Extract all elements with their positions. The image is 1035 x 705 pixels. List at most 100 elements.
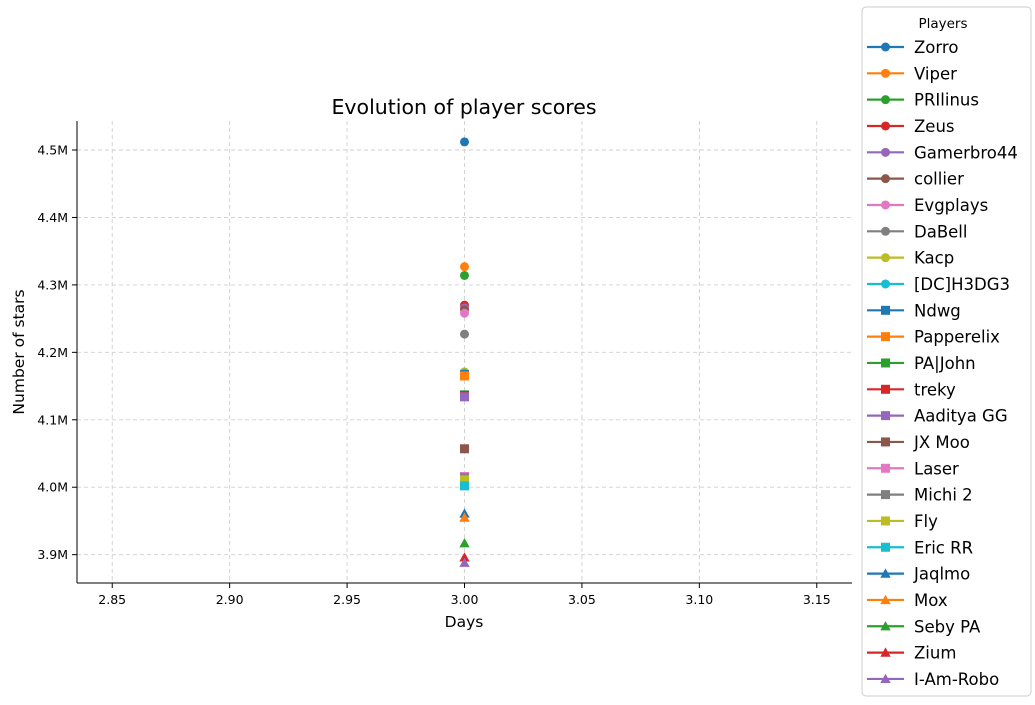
data-point xyxy=(459,538,470,548)
x-tick-label: 2.90 xyxy=(216,592,244,607)
legend-label: DaBell xyxy=(914,222,967,241)
legend-label: Zorro xyxy=(914,38,958,57)
legend-marker xyxy=(881,332,890,342)
legend-label: Laser xyxy=(914,459,959,478)
legend-item: Zium xyxy=(867,644,956,663)
data-point xyxy=(460,444,469,454)
legend-label: Mox xyxy=(914,591,948,610)
x-tick-label: 3.15 xyxy=(803,592,831,607)
legend-item: Laser xyxy=(867,459,959,478)
legend-marker xyxy=(881,358,890,368)
legend-label: Papperelix xyxy=(914,328,1000,347)
legend-label: PRIlinus xyxy=(914,91,979,110)
legend-item: Zeus xyxy=(867,117,955,136)
legend-marker xyxy=(881,200,890,210)
grid xyxy=(77,121,852,583)
legend-marker xyxy=(880,647,891,657)
data-point xyxy=(460,308,469,318)
legend-label: PA|John xyxy=(914,354,976,373)
legend-label: JX Moo xyxy=(913,433,970,452)
legend-item: Zorro xyxy=(867,38,958,57)
x-tick-label: 2.95 xyxy=(333,592,361,607)
data-point xyxy=(460,262,469,272)
legend-item: Eric RR xyxy=(867,538,973,557)
legend-label: Eric RR xyxy=(914,538,973,557)
data-points xyxy=(459,137,470,567)
data-point xyxy=(459,512,470,522)
legend-item: Jaqlmo xyxy=(867,565,970,584)
legend-marker xyxy=(881,411,890,421)
legend-marker xyxy=(881,437,890,447)
y-ticks: 3.9M 4.0M 4.1M 4.2M 4.3M 4.4M 4.5M xyxy=(37,143,77,562)
legend-label: Seby PA xyxy=(914,617,981,636)
legend-marker xyxy=(881,516,890,526)
x-tick-label: 3.05 xyxy=(568,592,596,607)
y-tick-label: 4.0M xyxy=(37,480,68,495)
legend-label: treky xyxy=(914,380,956,399)
y-tick-label: 3.9M xyxy=(37,547,68,562)
legend-label: Jaqlmo xyxy=(913,565,970,584)
legend-label: Kacp xyxy=(914,249,954,268)
legend-marker xyxy=(880,673,891,684)
legend-label: Zeus xyxy=(914,117,955,136)
legend-item: PRIlinus xyxy=(867,91,979,110)
legend-item: Viper xyxy=(867,64,957,83)
legend-item: PA|John xyxy=(867,354,976,373)
legend-marker xyxy=(881,279,890,289)
legend-item: Aaditya GG xyxy=(867,407,1008,426)
data-point xyxy=(459,557,470,567)
legend-marker xyxy=(881,253,890,263)
legend-marker xyxy=(881,95,890,105)
legend-item: Papperelix xyxy=(867,328,1000,347)
legend-item: Michi 2 xyxy=(867,486,973,505)
legend-item: JX Moo xyxy=(867,433,970,452)
legend-label: collier xyxy=(914,170,964,189)
legend-item: treky xyxy=(867,380,956,399)
legend-marker xyxy=(881,226,890,236)
legend-item: I-Am-Robo xyxy=(867,670,999,689)
legend-item: DaBell xyxy=(867,222,967,241)
legend-label: Viper xyxy=(914,64,957,83)
legend-item: Seby PA xyxy=(867,617,981,636)
y-tick-label: 4.2M xyxy=(37,345,68,360)
legend-marker xyxy=(881,42,890,52)
legend-label: Ndwg xyxy=(914,301,961,320)
legend-item: Gamerbro44 xyxy=(867,143,1018,162)
legend-item: [DC]H3DG3 xyxy=(867,275,1010,294)
legend-marker xyxy=(881,305,890,315)
legend-label: Evgplays xyxy=(914,196,988,215)
legend-marker xyxy=(881,542,890,552)
legend-marker xyxy=(880,621,891,631)
legend-label: Aaditya GG xyxy=(914,407,1008,426)
legend-item: Kacp xyxy=(867,249,954,268)
legend-item: Fly xyxy=(867,512,938,531)
data-point xyxy=(459,552,470,562)
legend-item: Ndwg xyxy=(867,301,961,320)
data-point xyxy=(460,481,469,491)
legend-marker xyxy=(880,594,891,605)
x-tick-label: 3.00 xyxy=(451,592,479,607)
data-point xyxy=(460,371,469,381)
legend-title: Players xyxy=(918,16,967,32)
legend-items: Zorro Viper PRIlinus Zeus Gamerbro44 collier E… xyxy=(867,38,1018,689)
legend-marker xyxy=(880,568,891,578)
legend: Players Zorro Viper PRIlinus Zeus Gamerbro44… xyxy=(861,6,1032,697)
legend-item: collier xyxy=(867,170,964,189)
legend-label: Gamerbro44 xyxy=(914,143,1018,162)
legend-marker xyxy=(881,490,890,500)
legend-marker xyxy=(881,463,890,473)
legend-frame xyxy=(861,6,1032,697)
data-point xyxy=(460,392,469,402)
y-axis-label: Number of stars xyxy=(10,289,28,414)
legend-label: [DC]H3DG3 xyxy=(914,275,1010,294)
legend-marker xyxy=(881,174,890,184)
x-ticks: 2.85 2.90 2.95 3.00 3.05 3.10 3.15 xyxy=(98,583,831,607)
y-tick-label: 4.1M xyxy=(37,412,68,427)
y-tick-label: 4.5M xyxy=(37,143,68,158)
x-tick-label: 2.85 xyxy=(98,592,126,607)
data-point xyxy=(460,270,469,280)
legend-marker xyxy=(881,384,890,394)
legend-marker xyxy=(881,147,890,157)
legend-label: I-Am-Robo xyxy=(914,670,999,689)
